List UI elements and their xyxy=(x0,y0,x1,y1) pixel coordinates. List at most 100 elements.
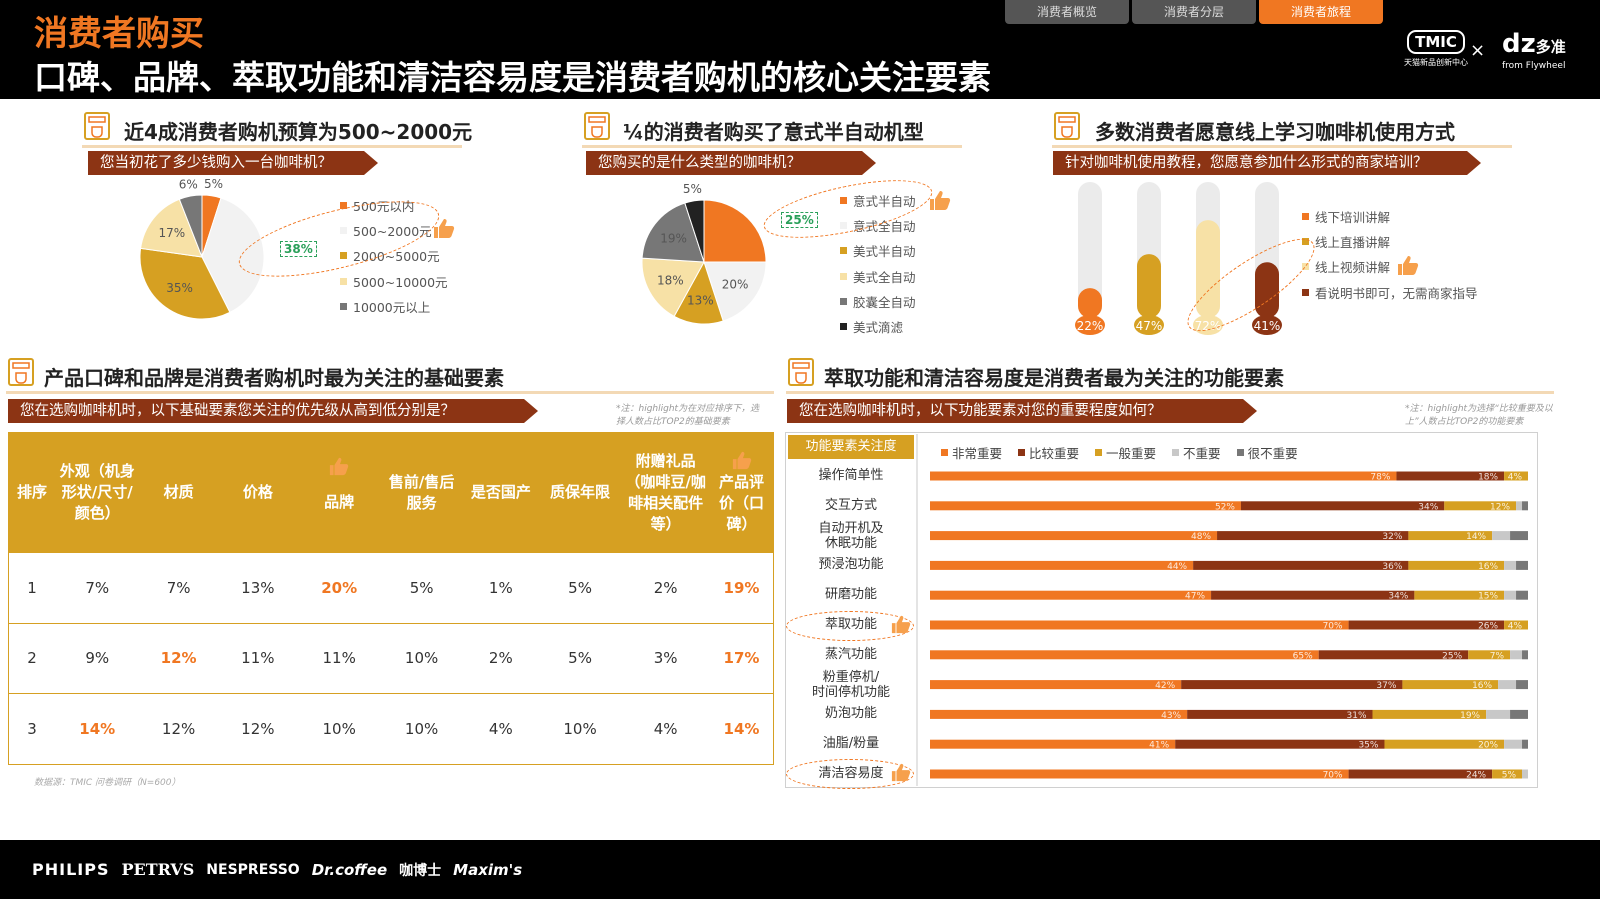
function-label: 奶泡功能 xyxy=(824,706,877,722)
function-chart-frame xyxy=(785,432,1538,788)
coffee-machine-icon xyxy=(584,112,610,140)
title-underline xyxy=(786,391,1554,394)
stacked-bar-segment xyxy=(930,680,1182,690)
legend-label: 5000~10000元 xyxy=(353,274,448,290)
function-label: 研磨功能 xyxy=(824,587,877,603)
legend-item: 10000元以上 xyxy=(340,294,448,319)
bar-data-label: 5% xyxy=(1502,771,1517,781)
table-row: 2 9% 12% 11% 11% 10% 2% 5% 3% 17% xyxy=(8,622,774,694)
bar-data-label: 18% xyxy=(1478,473,1498,483)
thumbs-up-icon xyxy=(930,191,951,210)
legend-label: 胶囊全自动 xyxy=(853,294,916,310)
brand-drcoffee: Dr.coffee xyxy=(311,860,388,879)
col-material: 材质 xyxy=(139,432,218,553)
table-cell: 12% xyxy=(139,622,218,694)
stacked-bar-segment xyxy=(1348,769,1493,779)
legend-item: 看说明书即可，无需商家指导 xyxy=(1302,280,1478,305)
legend-label: 比较重要 xyxy=(1029,446,1080,461)
pie-label: 5% xyxy=(683,182,702,196)
stacked-bar-segment xyxy=(1414,590,1505,600)
bar-data-label: 47% xyxy=(1185,592,1205,602)
stacked-bar-segment xyxy=(930,739,1176,749)
stacked-bar-segment xyxy=(1492,531,1511,541)
stacked-bar-segment xyxy=(930,650,1319,660)
nav-tabs: 消费者概览 消费者分层 消费者旅程 xyxy=(1005,0,1383,24)
table-cell: 17% xyxy=(710,622,774,694)
stacked-bar-segment xyxy=(1348,620,1505,630)
stacked-bar-segment xyxy=(1175,739,1385,749)
tmic-logo-sub: 天猫新品创新中心 xyxy=(1404,58,1468,67)
legend-label: 线上直播讲解 xyxy=(1315,235,1391,251)
machine-type-legend: 意式半自动 意式全自动 美式半自动 美式全自动 胶囊全自动 美式滴滤 xyxy=(840,188,916,339)
budget-legend: 500元以内 500~2000元 2000~5000元 5000~10000元 1000… xyxy=(340,193,448,319)
stacked-bar-segment xyxy=(1193,560,1409,570)
legend-swatch xyxy=(1236,449,1244,456)
stacked-bar-segment xyxy=(930,590,1212,600)
col-price: 价格 xyxy=(217,432,298,553)
function-label: 预浸泡功能 xyxy=(818,557,884,573)
tmic-logo: TMIC 天猫新品创新中心 xyxy=(1404,30,1468,68)
bar-data-label: 15% xyxy=(1478,592,1498,602)
budget-highlight-label: 38% xyxy=(280,241,317,257)
legend-label: 500~2000元 xyxy=(353,224,432,240)
table-cell: 5% xyxy=(380,552,463,623)
bar-data-label: 70% xyxy=(1323,622,1343,632)
stacked-bar-segment xyxy=(930,769,1349,779)
pie-label: 18% xyxy=(657,274,684,288)
bar-data-label: 20% xyxy=(1478,741,1498,751)
page-title: 口碑、品牌、萃取功能和清洁容易度是消费者购机的核心关注要素 xyxy=(34,58,991,97)
thumbs-up-icon xyxy=(434,219,455,238)
tab-consumer-journey[interactable]: 消费者旅程 xyxy=(1259,0,1383,24)
stacked-bar-segment xyxy=(930,531,1218,541)
legend-label: 美式滴滤 xyxy=(853,320,904,336)
table-cell: 14% xyxy=(54,693,140,764)
machine-type-section-title: ¼的消费者购买了意式半自动机型 xyxy=(623,120,924,144)
stacked-bar-segment xyxy=(1384,739,1505,749)
stacked-bar-segment xyxy=(1516,501,1523,511)
coffee-machine-icon xyxy=(8,358,34,386)
col-domestic: 是否国产 xyxy=(462,432,539,553)
tab-consumer-segment[interactable]: 消费者分层 xyxy=(1132,0,1256,24)
bar-data-label: 70% xyxy=(1323,771,1343,781)
legend-swatch xyxy=(941,449,948,456)
title-underline xyxy=(6,391,774,394)
legend-label: 意式半自动 xyxy=(853,194,916,210)
training-legend: 线下培训讲解 线上直播讲解 线上视频讲解 看说明书即可，无需商家指导 xyxy=(1302,204,1478,305)
tab-consumer-overview[interactable]: 消费者概览 xyxy=(1005,0,1129,24)
legend-swatch xyxy=(340,277,347,285)
brand-kaboshi: 咖博士 xyxy=(399,862,442,879)
col-warranty: 质保年限 xyxy=(538,432,622,553)
legend-label: 很不重要 xyxy=(1247,446,1298,461)
function-label: 粉重停机/时间停机功能 xyxy=(811,669,890,700)
logo-times-icon: × xyxy=(1470,40,1486,61)
title-underline xyxy=(1052,145,1512,148)
bar-data-label: 48% xyxy=(1191,532,1211,542)
type-highlight-label: 25% xyxy=(781,212,818,228)
training-bar-chart: 22% 47% 72% 41% xyxy=(1075,182,1282,335)
training-question: 针对咖啡机使用教程，您愿意参加什么形式的商家培训？ xyxy=(1053,151,1481,175)
stacked-bar-segment xyxy=(1522,739,1528,749)
basic-factors-section-title: 产品口碑和品牌是消费者购机时最为关注的基础要素 xyxy=(44,366,504,390)
data-source: 数据源：TMIC 问卷调研（N=600） xyxy=(34,778,181,788)
bar-data-label: 36% xyxy=(1382,562,1402,572)
brand-philips: PHILIPS xyxy=(32,860,110,879)
stacked-bar-segment xyxy=(1402,680,1499,690)
title-underline xyxy=(582,145,962,148)
pie-label: 20% xyxy=(722,278,749,292)
legend-swatch xyxy=(1302,263,1309,271)
coffee-machine-icon xyxy=(84,112,110,140)
pie-label: 19% xyxy=(660,231,687,245)
legend-item: 线上视频讲解 xyxy=(1302,254,1478,279)
stacked-bar-segment xyxy=(1408,531,1493,541)
bar-bulb xyxy=(1075,315,1105,335)
stacked-bar-segment xyxy=(930,620,1349,630)
bar-data-label: 12% xyxy=(1490,502,1510,512)
bar-data-label: 78% xyxy=(1370,473,1390,483)
priority-table-body: 1 7% 7% 13% 20% 5% 1% 5% 2% 19% 2 9% 12% 11% 11% 10% 2% 5… xyxy=(8,552,774,764)
bar-data-label: 65% xyxy=(1293,651,1313,661)
table-header-row: 排序 外观（机身形状/尺寸/颜色） 材质 价格 品牌 售前/售后服务 是否国产 … xyxy=(8,432,774,553)
table-cell: 9% xyxy=(54,622,140,694)
header-bar: 消费者购买 口碑、品牌、萃取功能和清洁容易度是消费者购机的核心关注要素 消费者概… xyxy=(0,0,1600,99)
legend-item: 线上直播讲解 xyxy=(1302,229,1478,254)
stacked-bar-segment xyxy=(1522,769,1528,779)
